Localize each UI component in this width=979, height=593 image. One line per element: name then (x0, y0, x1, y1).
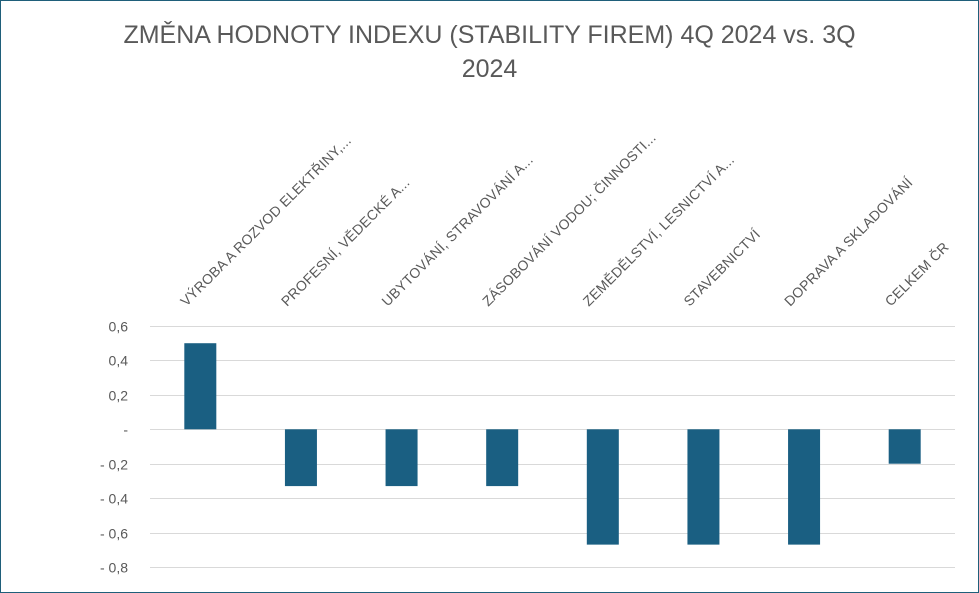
y-tick-label: - 0,8 (100, 560, 128, 576)
y-tick-label: - (123, 422, 128, 438)
chart-title-line-2: 2024 (461, 55, 518, 83)
y-tick-label: 0,6 (109, 319, 129, 335)
bar (788, 429, 821, 545)
y-tick-label: 0,4 (109, 353, 129, 369)
bar (486, 429, 519, 487)
gridlines (150, 326, 955, 568)
y-tick-label: - 0,4 (100, 491, 128, 507)
category-label: VÝROBA A ROZVOD ELEKTŘINY,... (177, 132, 354, 309)
chart-title-line-1: ZMĚNA HODNOTY INDEXU (STABILITY FIREM) 4… (123, 21, 856, 49)
bar (284, 429, 317, 487)
y-tick-label: 0,2 (109, 388, 129, 404)
category-label: CELKEM ČR (881, 239, 951, 309)
chart-title: ZMĚNA HODNOTY INDEXU (STABILITY FIREM) 4… (0, 18, 979, 86)
bars (184, 343, 921, 545)
bar (586, 429, 619, 545)
y-tick-label: - 0,2 (100, 457, 128, 473)
bar (888, 429, 921, 464)
y-tick-label: - 0,6 (100, 526, 128, 542)
category-label: ZÁSOBOVÁNÍ VODOU; ČINNOSTI... (479, 129, 659, 309)
category-label: STAVEBNICTVÍ (680, 226, 763, 309)
bar (687, 429, 720, 545)
category-labels: VÝROBA A ROZVOD ELEKTŘINY,...PROFESNÍ, V… (177, 129, 952, 309)
y-axis-tick-labels: 0,6 0,4 0,2 - - 0,2 - 0,4 - 0,6 - 0,8 (100, 319, 128, 576)
bar (184, 343, 217, 430)
bar (385, 429, 418, 487)
